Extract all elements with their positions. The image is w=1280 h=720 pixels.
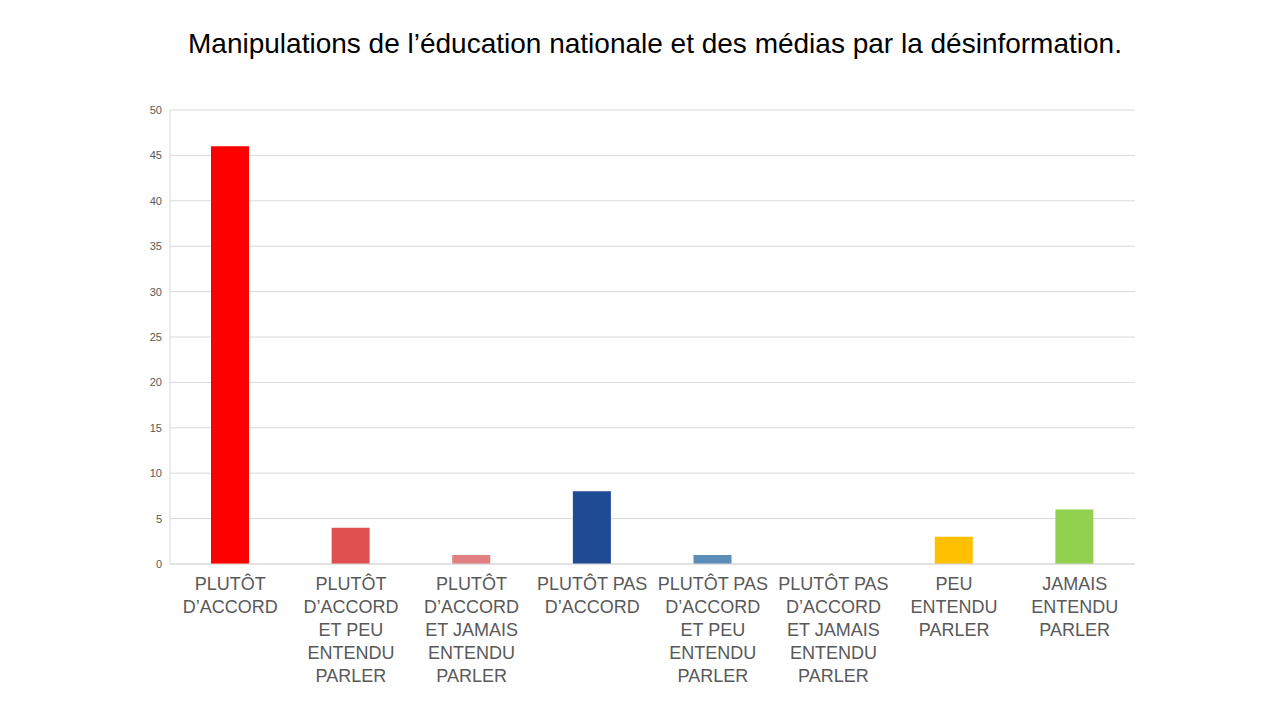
svg-text:25: 25 bbox=[150, 331, 162, 343]
html-text:Manipulations de l’éducation n: Manipulations de l’éducation nationale e… bbox=[188, 28, 1122, 59]
svg-text:50: 50 bbox=[150, 104, 162, 116]
svg-text:PLUTÔT PASD’ACCORDET PEUENTEND: PLUTÔT PASD’ACCORDET PEUENTENDUPARLER bbox=[658, 573, 768, 686]
svg-text:15: 15 bbox=[150, 422, 162, 434]
svg-text:45: 45 bbox=[150, 149, 162, 161]
svg-text:35: 35 bbox=[150, 240, 162, 252]
svg-text:20: 20 bbox=[150, 376, 162, 388]
svg-text:PLUTÔT PASD’ACCORDET JAMAISENT: PLUTÔT PASD’ACCORDET JAMAISENTENDUPARLER bbox=[778, 573, 888, 686]
svg-text:PLUTÔTD’ACCORDET PEUENTENDUPAR: PLUTÔTD’ACCORDET PEUENTENDUPARLER bbox=[303, 573, 398, 686]
svg-text:JAMAISENTENDUPARLER: JAMAISENTENDUPARLER bbox=[1031, 574, 1118, 640]
svg-text:PLUTÔTD’ACCORDET JAMAISENTENDU: PLUTÔTD’ACCORDET JAMAISENTENDUPARLER bbox=[424, 573, 519, 686]
svg-text:PLUTÔTD’ACCORD: PLUTÔTD’ACCORD bbox=[183, 573, 278, 617]
svg-text:30: 30 bbox=[150, 286, 162, 298]
svg-text:PEUENTENDUPARLER: PEUENTENDUPARLER bbox=[911, 574, 998, 640]
svg-text:0: 0 bbox=[156, 558, 162, 570]
svg-text:PLUTÔT PASD’ACCORD: PLUTÔT PASD’ACCORD bbox=[537, 573, 647, 617]
svg-text:5: 5 bbox=[156, 513, 162, 525]
svg-text:40: 40 bbox=[150, 195, 162, 207]
svg-text:10: 10 bbox=[150, 467, 162, 479]
